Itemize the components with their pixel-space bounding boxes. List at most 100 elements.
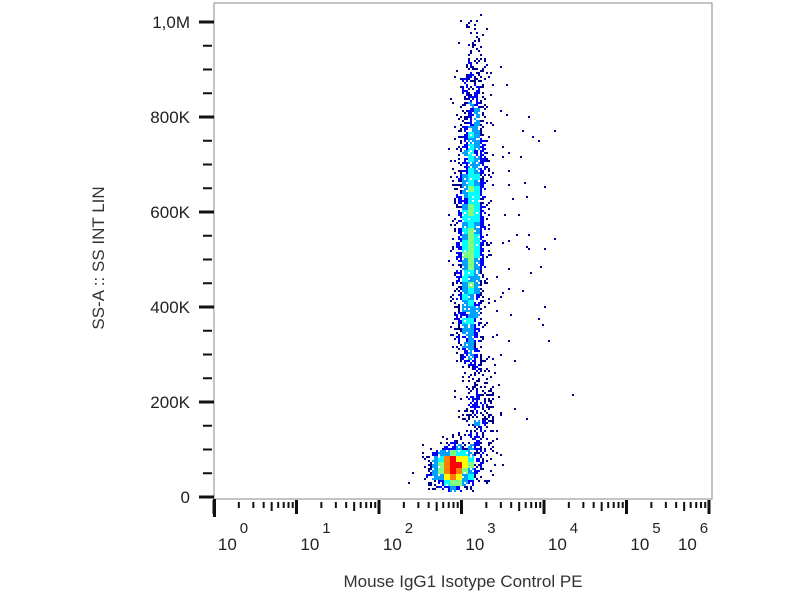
data-point	[462, 178, 464, 180]
data-point	[476, 208, 478, 210]
data-point	[464, 362, 466, 364]
data-point	[472, 356, 474, 358]
data-point	[478, 276, 480, 278]
data-point	[446, 448, 448, 450]
data-point	[460, 360, 462, 362]
data-point	[466, 468, 468, 470]
data-point	[474, 210, 476, 212]
data-point	[528, 248, 530, 250]
data-point	[470, 168, 472, 170]
data-point	[474, 238, 476, 240]
data-point	[472, 226, 474, 228]
data-point	[474, 360, 476, 362]
data-point	[460, 252, 462, 254]
data-point	[458, 170, 460, 172]
data-point	[470, 452, 472, 454]
data-point	[468, 478, 470, 480]
data-point	[434, 452, 436, 454]
data-point	[478, 190, 480, 192]
data-point	[458, 184, 460, 186]
data-point	[458, 306, 460, 308]
data-point	[474, 248, 476, 250]
data-point	[464, 96, 466, 98]
data-point	[474, 288, 476, 290]
data-point	[470, 210, 472, 212]
data-point	[478, 40, 480, 42]
data-point	[456, 486, 458, 488]
data-point	[470, 350, 472, 352]
data-point	[422, 456, 424, 458]
data-point	[468, 274, 470, 276]
data-point	[442, 464, 444, 466]
data-point	[458, 320, 460, 322]
data-point	[464, 284, 466, 286]
data-point	[494, 464, 496, 466]
data-point	[478, 186, 480, 188]
data-point	[448, 476, 450, 478]
data-point	[476, 448, 478, 450]
data-point	[474, 228, 476, 230]
data-point	[472, 228, 474, 230]
data-point	[466, 218, 468, 220]
data-point	[480, 154, 482, 156]
data-point	[470, 402, 472, 404]
data-point	[480, 174, 482, 176]
data-point	[430, 448, 432, 450]
data-point	[460, 164, 462, 166]
data-point	[466, 66, 468, 68]
data-point	[464, 230, 466, 232]
data-point	[470, 458, 472, 460]
data-point	[478, 220, 480, 222]
data-point	[458, 214, 460, 216]
data-point	[478, 88, 480, 90]
data-point	[462, 346, 464, 348]
data-point	[476, 146, 478, 148]
data-point	[480, 170, 482, 172]
data-point	[478, 464, 480, 466]
data-point	[472, 484, 474, 486]
data-point	[470, 292, 472, 294]
data-point	[472, 80, 474, 82]
data-point	[490, 242, 492, 244]
data-point	[462, 262, 464, 264]
data-point	[478, 210, 480, 212]
data-point	[472, 438, 474, 440]
data-point	[466, 202, 468, 204]
data-point	[480, 214, 482, 216]
data-point	[430, 468, 432, 470]
data-point	[468, 276, 470, 278]
data-point	[440, 466, 442, 468]
data-point	[462, 152, 464, 154]
data-point	[456, 272, 458, 274]
data-point	[470, 180, 472, 182]
data-point	[474, 268, 476, 270]
data-point	[446, 480, 448, 482]
data-point	[474, 232, 476, 234]
data-point	[492, 398, 494, 400]
data-point	[472, 310, 474, 312]
x-minor-tick	[365, 502, 368, 508]
data-point	[480, 312, 482, 314]
data-point	[468, 156, 470, 158]
data-point	[482, 126, 484, 128]
data-point	[438, 476, 440, 478]
data-point	[460, 358, 462, 360]
data-point	[474, 246, 476, 248]
data-point	[466, 266, 468, 268]
data-point	[484, 450, 486, 452]
data-point	[484, 78, 486, 80]
data-point	[482, 178, 484, 180]
x-tick-exponent: 0	[240, 520, 248, 537]
data-point	[462, 212, 464, 214]
data-point	[498, 396, 500, 398]
data-point	[446, 458, 448, 460]
y-axis-label: SS-A :: SS INT LIN	[89, 186, 108, 329]
data-point	[464, 188, 466, 190]
data-point	[470, 294, 472, 296]
data-point	[454, 442, 456, 444]
data-point	[472, 164, 474, 166]
data-point	[470, 138, 472, 140]
data-point	[482, 236, 484, 238]
data-point	[474, 406, 476, 408]
data-point	[468, 240, 470, 242]
